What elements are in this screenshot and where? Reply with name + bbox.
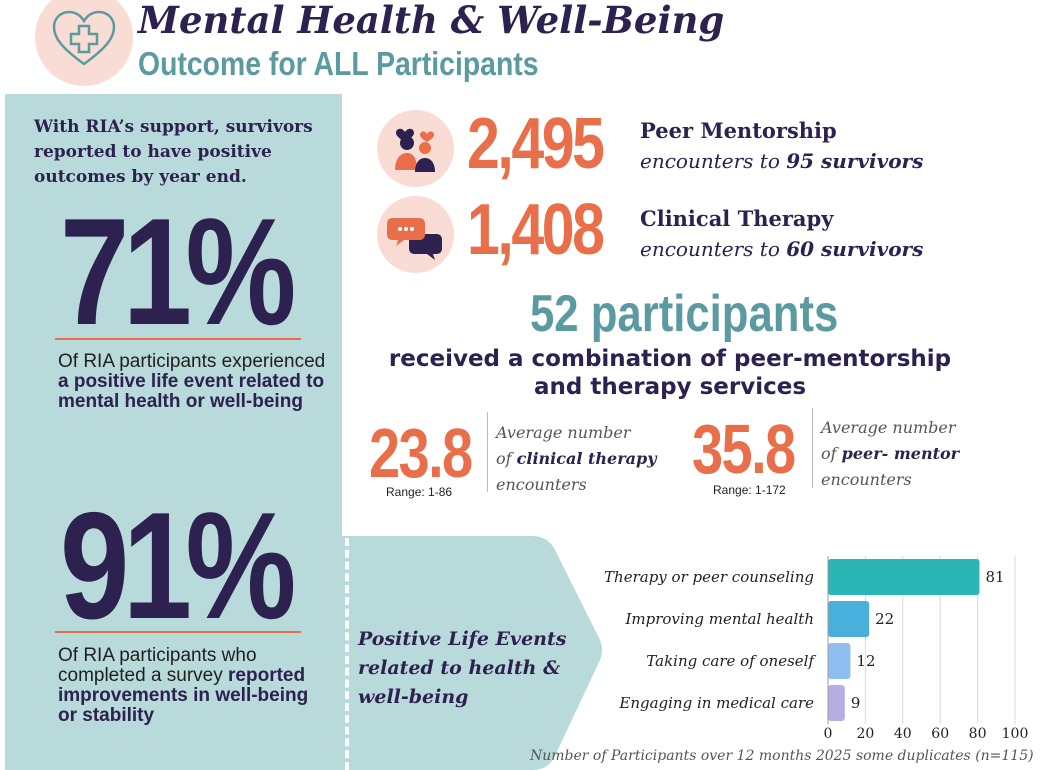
x-tick-label: 20 <box>856 726 874 742</box>
bar <box>828 559 980 595</box>
clinical-therapy-label: Clinical Therapy <box>640 206 834 231</box>
x-tick-label: 100 <box>1002 726 1029 742</box>
category-label: Improving mental health <box>624 610 814 628</box>
avg-clinical-therapy-text: Average number of clinical therapy encou… <box>496 423 657 494</box>
peer-mentorship-subtext: encounters to 95 survivors <box>640 149 924 173</box>
category-label: Taking care of oneself <box>646 652 816 670</box>
x-tick-label: 60 <box>931 726 949 742</box>
chart-caption: Number of Participants over 12 months 20… <box>530 748 1034 764</box>
category-label: Engaging in medical care <box>618 694 814 712</box>
data-label: 9 <box>851 694 861 712</box>
page-subtitle: Outcome for ALL Participants <box>138 45 539 82</box>
combination-count: 52 participants <box>530 285 839 343</box>
stat-71-description: Of RIA participants experienced a positi… <box>58 351 326 412</box>
avg-peer-mentor: 35.8 <box>692 410 796 488</box>
peer-mentorship-label: Peer Mentorship <box>640 118 837 143</box>
data-label: 81 <box>985 568 1004 586</box>
x-tick-label: 0 <box>824 726 833 742</box>
bar <box>828 601 870 637</box>
left-panel <box>5 94 342 770</box>
page-title: Mental Health & Well-Being <box>138 0 725 42</box>
divider <box>55 338 301 340</box>
positive-life-events-arrow <box>342 536 602 770</box>
avg-peer-mentor-text: Average number of peer- mentor encounter… <box>821 418 960 489</box>
stat-71-percent: 71% <box>60 187 296 357</box>
heart-plus-icon <box>35 0 133 86</box>
range-peer-mentor: Range: 1-172 <box>713 483 786 497</box>
people-heart-icon <box>377 110 454 187</box>
positive-life-events-chart: 0 20 40 60 80 100 Therapy or peer counseling 81… <box>604 556 1029 742</box>
divider <box>55 631 301 633</box>
data-label: 22 <box>875 610 894 628</box>
clinical-therapy-subtext: encounters to 60 survivors <box>640 237 924 261</box>
avg-clinical-therapy: 23.8 <box>369 414 473 492</box>
bar <box>828 643 851 679</box>
divider <box>812 408 813 488</box>
category-label: Therapy or peer counseling <box>604 568 814 586</box>
peer-mentorship-count: 2,495 <box>467 104 605 184</box>
combination-text: received a combination of peer-mentorshi… <box>388 346 952 400</box>
divider <box>487 412 488 492</box>
bar <box>828 685 845 721</box>
stat-91-description: Of RIA participants who completed a surv… <box>58 645 309 726</box>
data-label: 12 <box>856 652 875 670</box>
chat-bubbles-icon <box>377 196 454 273</box>
x-tick-label: 40 <box>894 726 912 742</box>
stat-91-percent: 91% <box>60 481 296 651</box>
clinical-therapy-count: 1,408 <box>467 190 605 270</box>
dashed-divider <box>345 538 349 770</box>
header <box>0 0 1056 90</box>
intro-text: With RIA’s support, survivors reported t… <box>34 117 313 187</box>
positive-life-events-title: Positive Life Events related to health &… <box>358 628 567 708</box>
x-tick-label: 80 <box>969 726 987 742</box>
range-clinical-therapy: Range: 1-86 <box>386 485 453 499</box>
